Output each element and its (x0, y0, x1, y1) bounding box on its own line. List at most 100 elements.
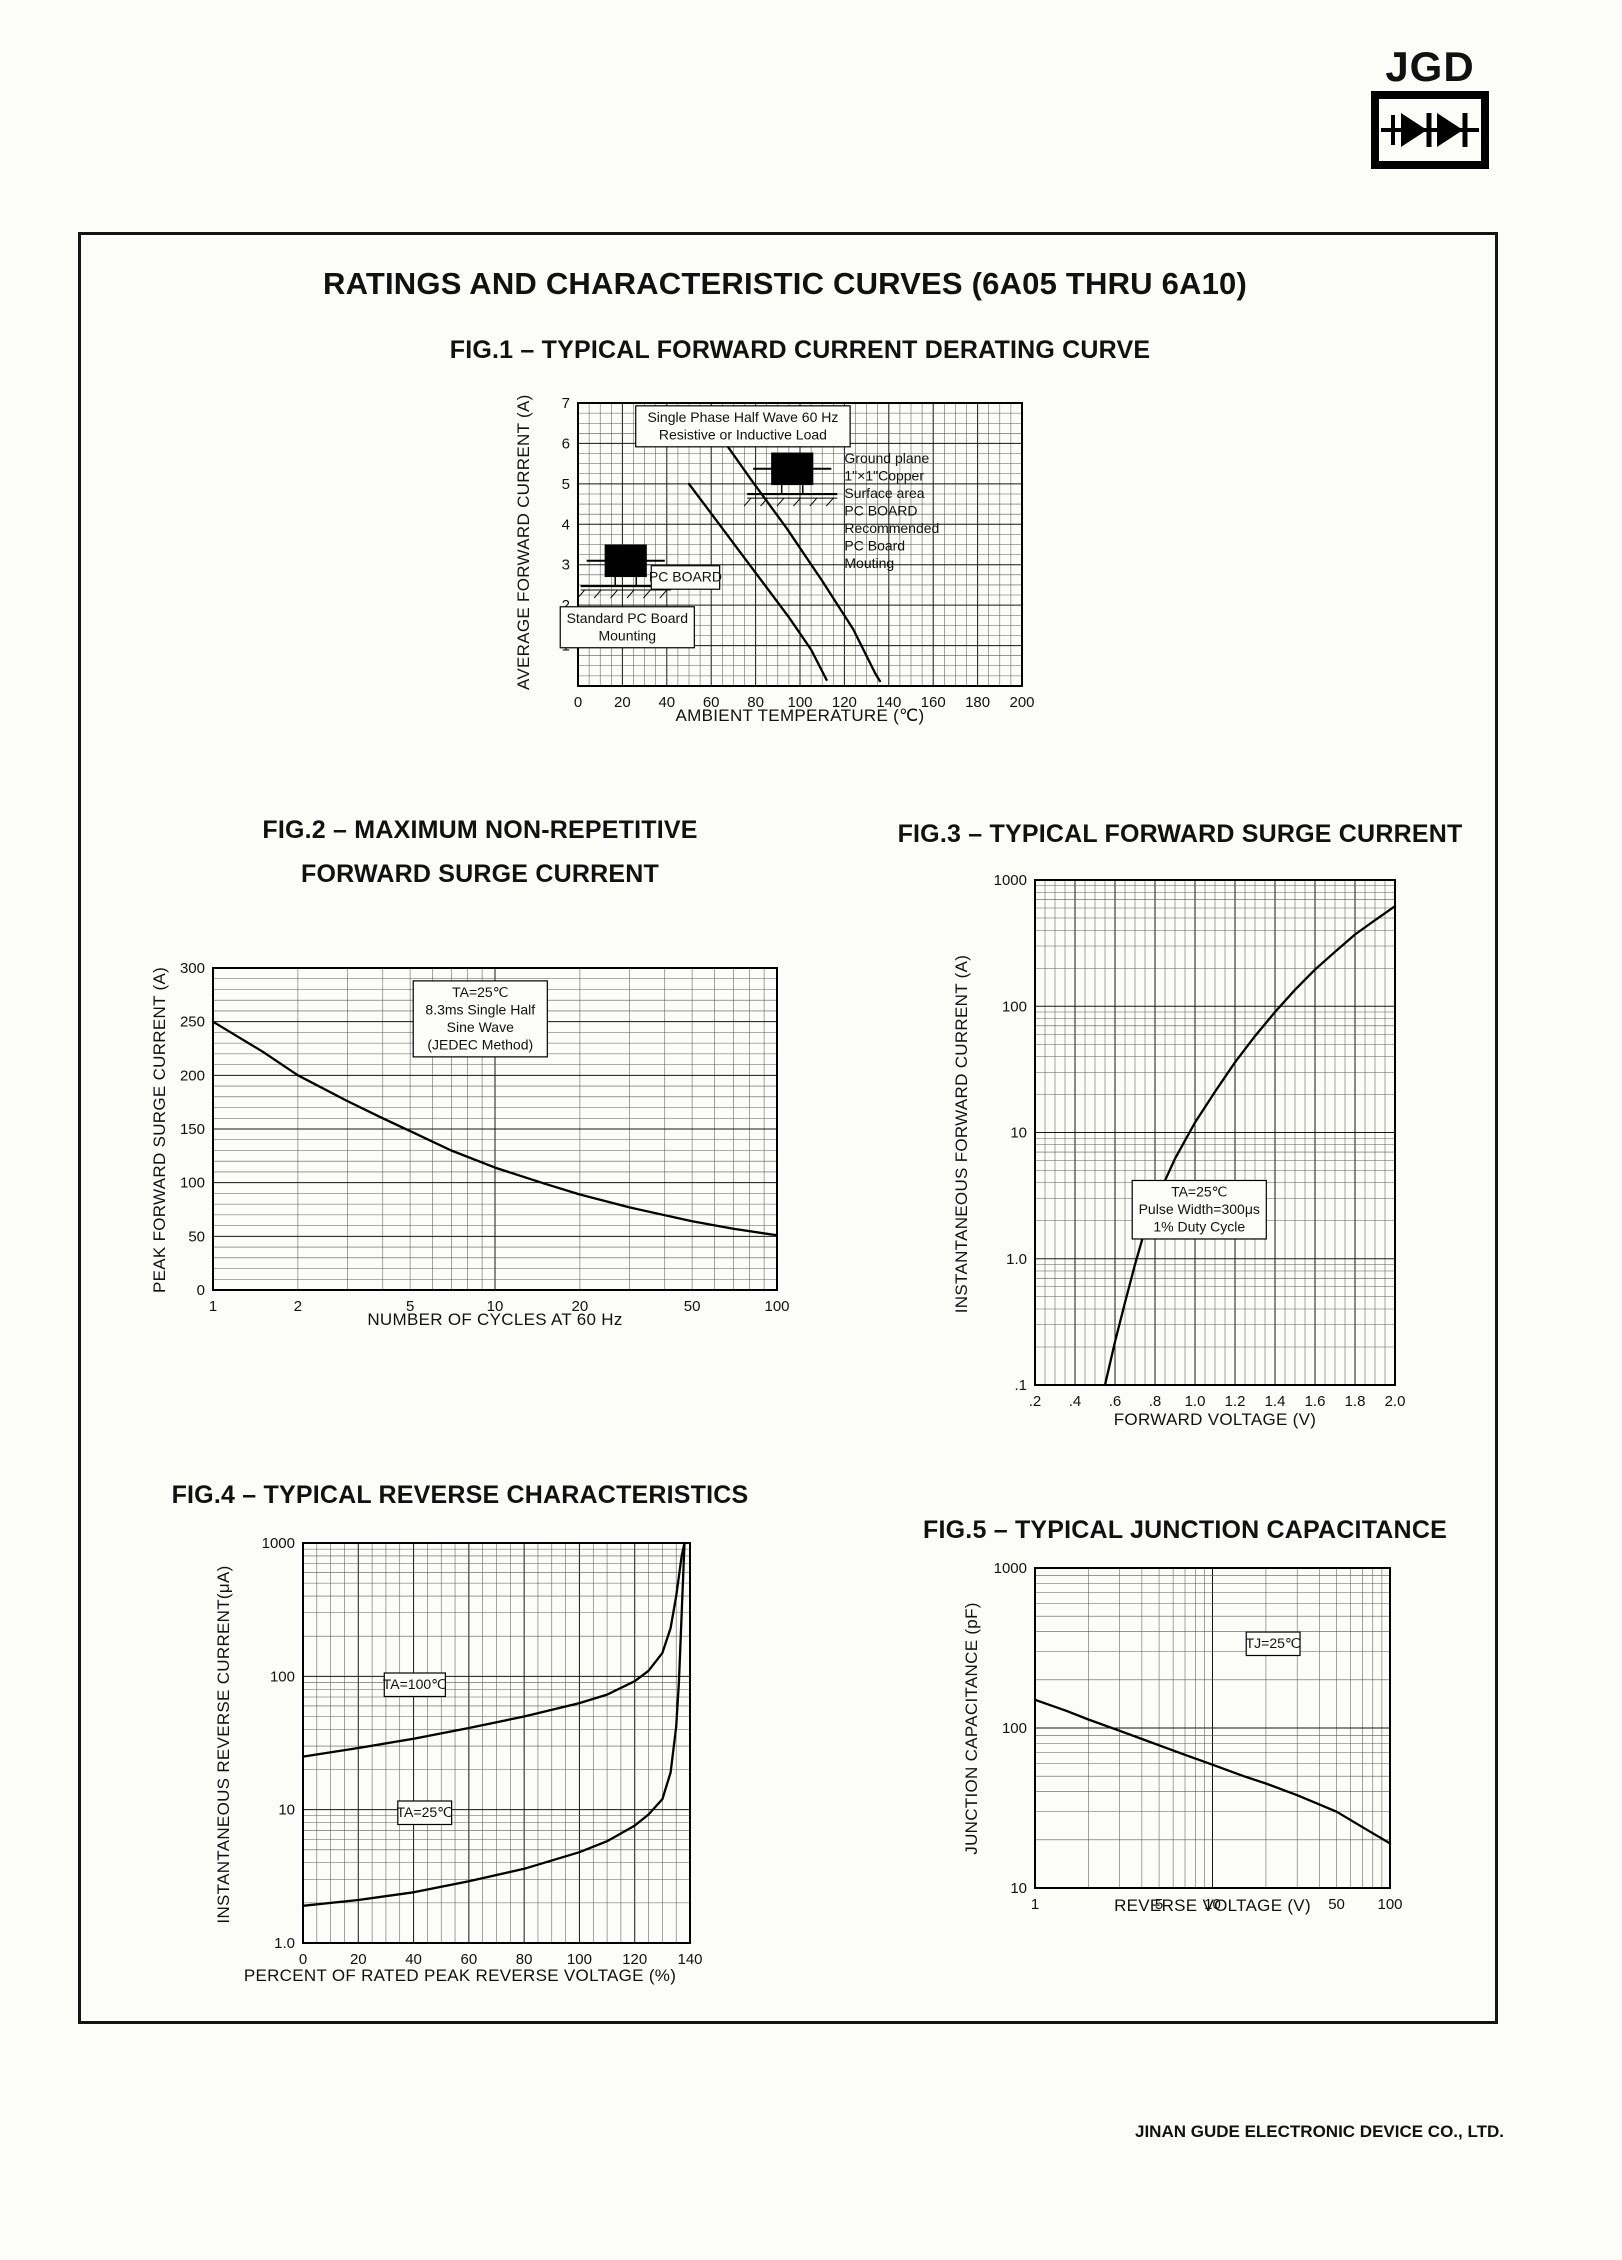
svg-text:10: 10 (278, 1802, 295, 1819)
fig5-x-tick-labels: 1 5 10 50 100 (1031, 1896, 1403, 1913)
fig3-grid (1034, 879, 1396, 1386)
svg-text:TA=25℃: TA=25℃ (452, 984, 508, 1000)
svg-text:Resistive or Inductive Load: Resistive or Inductive Load (659, 426, 827, 442)
svg-text:20: 20 (350, 1951, 367, 1968)
svg-text:1% Duty Cycle: 1% Duty Cycle (1153, 1218, 1245, 1234)
svg-text:120: 120 (832, 694, 857, 711)
svg-text:Single Phase Half Wave 60 Hz: Single Phase Half Wave 60 Hz (647, 409, 838, 425)
svg-text:10: 10 (1010, 1880, 1027, 1897)
jgd-logo: JGD (1368, 46, 1492, 169)
svg-text:.2: .2 (1029, 1393, 1042, 1410)
company-footer: JINAN GUDE ELECTRONIC DEVICE CO., LTD. (1135, 2122, 1504, 2141)
fig1-series-recommended-pc-board-mounting (714, 428, 882, 683)
svg-text:PC BOARD: PC BOARD (844, 502, 917, 518)
svg-text:5: 5 (1155, 1896, 1163, 1913)
svg-text:100: 100 (787, 694, 812, 711)
svg-text:1.6: 1.6 (1305, 1393, 1326, 1410)
svg-text:200: 200 (1009, 694, 1034, 711)
svg-text:5: 5 (562, 476, 570, 493)
svg-text:1000: 1000 (994, 872, 1027, 889)
svg-text:40: 40 (405, 1951, 422, 1968)
svg-text:PC Board: PC Board (844, 537, 905, 553)
svg-text:50: 50 (188, 1228, 205, 1245)
fig5-chart: 1 5 10 50 100 1000 100 10 TJ=25℃ (994, 1560, 1403, 1913)
svg-text:4: 4 (562, 516, 570, 533)
svg-text:(JEDEC Method): (JEDEC Method) (427, 1036, 533, 1052)
fig5-plot-border (1034, 1567, 1391, 1889)
svg-text:300: 300 (180, 960, 205, 977)
fig2-plot-border (212, 967, 778, 1291)
svg-text:140: 140 (876, 694, 901, 711)
fig2-x-axis-label: NUMBER OF CYCLES AT 60 Hz (367, 1310, 623, 1329)
svg-text:10: 10 (1204, 1896, 1221, 1913)
svg-text:80: 80 (516, 1951, 533, 1968)
svg-text:Recommended: Recommended (844, 520, 939, 536)
svg-text:Ground plane: Ground plane (844, 450, 929, 466)
fig1-title: FIG.1 – TYPICAL FORWARD CURRENT DERATING… (449, 336, 1151, 364)
svg-text:10: 10 (487, 1298, 504, 1315)
svg-text:2: 2 (562, 597, 570, 614)
svg-text:1.4: 1.4 (1265, 1393, 1286, 1410)
svg-text:.4: .4 (1069, 1393, 1082, 1410)
fig4-grid (302, 1542, 691, 1944)
svg-text:100: 100 (567, 1951, 592, 1968)
tj-25c-label: TJ=25℃ (1246, 1631, 1301, 1657)
svg-text:100: 100 (764, 1298, 789, 1315)
dual-diode-logo-icon (1371, 91, 1489, 169)
svg-text:60: 60 (461, 1951, 478, 1968)
fig3-chart: .2 .4 .6 .8 1.0 1.2 1.4 1.6 1.8 2.0 1000 100 10 1.0 .1… (994, 872, 1406, 1410)
svg-text:TA=100℃: TA=100℃ (383, 1676, 447, 1692)
svg-text:150: 150 (180, 1121, 205, 1138)
svg-text:5: 5 (406, 1298, 414, 1315)
fig3-y-axis-label: INSTANTANEOUS FORWARD CURRENT (A) (952, 954, 971, 1314)
test-condition-note: TA=25℃8.3ms Single Half Sine Wave(JEDEC M… (412, 980, 548, 1058)
svg-text:6: 6 (562, 435, 570, 452)
jgd-logo-text: JGD (1385, 43, 1475, 90)
svg-text:1000: 1000 (994, 1560, 1027, 1577)
svg-text:Sine Wave: Sine Wave (447, 1019, 514, 1035)
fig3-x-axis-label: FORWARD VOLTAGE (V) (1113, 1410, 1317, 1429)
svg-text:3: 3 (562, 557, 570, 574)
fig1-plot-border (577, 402, 1023, 687)
fig3-series-instantaneous-forward-current (1103, 905, 1397, 1387)
svg-text:50: 50 (684, 1298, 701, 1315)
svg-text:PC BOARD: PC BOARD (649, 569, 722, 585)
fig5-series-junction-capacitance (1033, 1698, 1392, 1845)
fig4-plot-border (302, 1542, 691, 1944)
svg-text:40: 40 (658, 694, 675, 711)
svg-text:1.0: 1.0 (1006, 1251, 1027, 1268)
fig2-y-tick-labels: 0 50 100 150 200 250 300 (180, 960, 205, 1299)
svg-text:0: 0 (197, 1282, 205, 1299)
fig4-chart: 0 20 40 60 80 100 120 140 1000 100 10 1.0 TA=100℃ TA=… (262, 1535, 703, 1968)
fig2-title-line1: FIG.2 – MAXIMUM NON-REPETITIVE (262, 816, 698, 844)
fig1-x-tick-labels: 0 20 40 60 80 100 120 140 160 180 200 (574, 694, 1035, 711)
fig3-plot-border (1034, 879, 1396, 1386)
fig2-y-axis-label: PEAK FORWARD SURGE CURRENT (A) (150, 966, 169, 1293)
svg-text:2.0: 2.0 (1385, 1393, 1406, 1410)
svg-text:20: 20 (614, 694, 631, 711)
svg-text:140: 140 (677, 1951, 702, 1968)
page-title: RATINGS AND CHARACTERISTIC CURVES (6A05 … (322, 266, 1248, 301)
fig2-x-tick-labels: 1 2 5 10 20 50 100 (209, 1298, 790, 1315)
svg-text:100: 100 (1002, 998, 1027, 1015)
svg-text:20: 20 (572, 1298, 589, 1315)
svg-text:100: 100 (1377, 1896, 1402, 1913)
svg-text:Surface area: Surface area (844, 485, 924, 501)
svg-text:100: 100 (270, 1668, 295, 1685)
svg-text:TA=25℃: TA=25℃ (1171, 1183, 1227, 1199)
svg-text:1: 1 (1031, 1896, 1039, 1913)
svg-text:.6: .6 (1109, 1393, 1122, 1410)
svg-text:200: 200 (180, 1067, 205, 1084)
svg-text:180: 180 (965, 694, 990, 711)
svg-text:1: 1 (209, 1298, 217, 1315)
fig5-title: FIG.5 – TYPICAL JUNCTION CAPACITANCE (923, 1516, 1447, 1544)
svg-text:8.3ms Single Half: 8.3ms Single Half (425, 1001, 535, 1017)
fig4-series-ta-100c (301, 1541, 686, 1758)
ta-100c-label: TA=100℃ (383, 1672, 447, 1698)
svg-text:0: 0 (299, 1951, 307, 1968)
fig5-y-tick-labels: 1000 100 10 (994, 1560, 1027, 1897)
svg-text:160: 160 (921, 694, 946, 711)
pc-board-label: PC BOARD (649, 565, 722, 590)
fig1-chart: 0204060801001201401601802001234567Single… (559, 395, 1035, 711)
